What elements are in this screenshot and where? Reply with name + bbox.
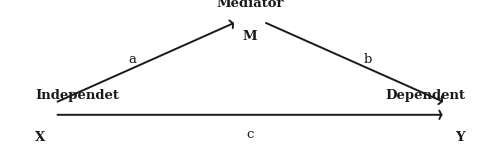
Text: M: M: [242, 30, 258, 42]
Text: X: X: [35, 131, 45, 144]
Text: a: a: [128, 52, 136, 66]
Text: Y: Y: [456, 131, 465, 144]
Text: Mediator: Mediator: [216, 0, 284, 10]
Text: Independet: Independet: [35, 89, 119, 102]
Text: b: b: [364, 52, 372, 66]
Text: Dependent: Dependent: [385, 89, 465, 102]
Text: c: c: [246, 128, 254, 141]
